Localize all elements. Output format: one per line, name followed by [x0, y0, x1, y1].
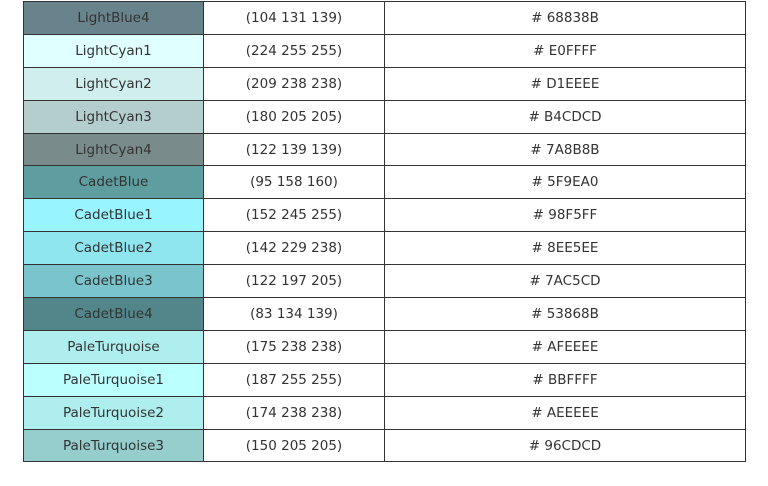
hex-cell: # BBFFFF: [384, 362, 746, 397]
table-row: CadetBlue1 (152 245 255) # 98F5FF: [23, 198, 746, 233]
rgb-cell: (150 205 205): [203, 428, 385, 463]
hex-cell: # B4CDCD: [384, 99, 746, 134]
color-name-cell: PaleTurquoise1: [23, 362, 204, 397]
hex-cell: # 8EE5EE: [384, 231, 746, 266]
rgb-cell: (224 255 255): [203, 33, 385, 68]
hex-cell: # 96CDCD: [384, 428, 746, 463]
color-name-cell: LightCyan4: [23, 132, 204, 167]
hex-cell: # 7A8B8B: [384, 132, 746, 167]
table-row: LightCyan4 (122 139 139) # 7A8B8B: [23, 132, 746, 167]
color-name-cell: CadetBlue3: [23, 264, 204, 299]
rgb-cell: (187 255 255): [203, 362, 385, 397]
table-row: CadetBlue (95 158 160) # 5F9EA0: [23, 165, 746, 200]
hex-cell: # AEEEEE: [384, 395, 746, 430]
rgb-cell: (180 205 205): [203, 99, 385, 134]
rgb-cell: (175 238 238): [203, 329, 385, 364]
color-name-cell: CadetBlue: [23, 165, 204, 200]
color-name-cell: LightCyan2: [23, 66, 204, 101]
rgb-cell: (174 238 238): [203, 395, 385, 430]
table-row: LightCyan2 (209 238 238) # D1EEEE: [23, 66, 746, 101]
table-row: LightBlue4 (104 131 139) # 68838B: [23, 1, 746, 35]
table-row: PaleTurquoise (175 238 238) # AFEEEE: [23, 329, 746, 364]
table-row: PaleTurquoise2 (174 238 238) # AEEEEE: [23, 395, 746, 430]
color-name-cell: PaleTurquoise: [23, 329, 204, 364]
hex-cell: # 5F9EA0: [384, 165, 746, 200]
rgb-cell: (122 139 139): [203, 132, 385, 167]
color-name-cell: LightCyan1: [23, 33, 204, 68]
table-row: PaleTurquoise1 (187 255 255) # BBFFFF: [23, 362, 746, 397]
color-name-cell: CadetBlue4: [23, 297, 204, 331]
color-table: LightBlue4 (104 131 139) # 68838B LightCyan…: [23, 1, 746, 463]
table-row: LightCyan3 (180 205 205) # B4CDCD: [23, 99, 746, 134]
table-row: CadetBlue4 (83 134 139) # 53868B: [23, 297, 746, 331]
rgb-cell: (104 131 139): [203, 1, 385, 35]
rgb-cell: (95 158 160): [203, 165, 385, 200]
color-name-cell: CadetBlue2: [23, 231, 204, 266]
rgb-cell: (152 245 255): [203, 198, 385, 233]
hex-cell: # 68838B: [384, 1, 746, 35]
color-name-cell: LightCyan3: [23, 99, 204, 134]
hex-cell: # D1EEEE: [384, 66, 746, 101]
rgb-cell: (209 238 238): [203, 66, 385, 101]
color-name-cell: CadetBlue1: [23, 198, 204, 233]
table-row: CadetBlue3 (122 197 205) # 7AC5CD: [23, 264, 746, 299]
hex-cell: # 98F5FF: [384, 198, 746, 233]
table-row: CadetBlue2 (142 229 238) # 8EE5EE: [23, 231, 746, 266]
table-row: LightCyan1 (224 255 255) # E0FFFF: [23, 33, 746, 68]
color-name-cell: LightBlue4: [23, 1, 204, 35]
rgb-cell: (142 229 238): [203, 231, 385, 266]
rgb-cell: (122 197 205): [203, 264, 385, 299]
hex-cell: # AFEEEE: [384, 329, 746, 364]
color-name-cell: PaleTurquoise3: [23, 428, 204, 463]
hex-cell: # 53868B: [384, 297, 746, 331]
color-name-cell: PaleTurquoise2: [23, 395, 204, 430]
hex-cell: # E0FFFF: [384, 33, 746, 68]
hex-cell: # 7AC5CD: [384, 264, 746, 299]
rgb-cell: (83 134 139): [203, 297, 385, 331]
table-row: PaleTurquoise3 (150 205 205) # 96CDCD: [23, 428, 746, 463]
